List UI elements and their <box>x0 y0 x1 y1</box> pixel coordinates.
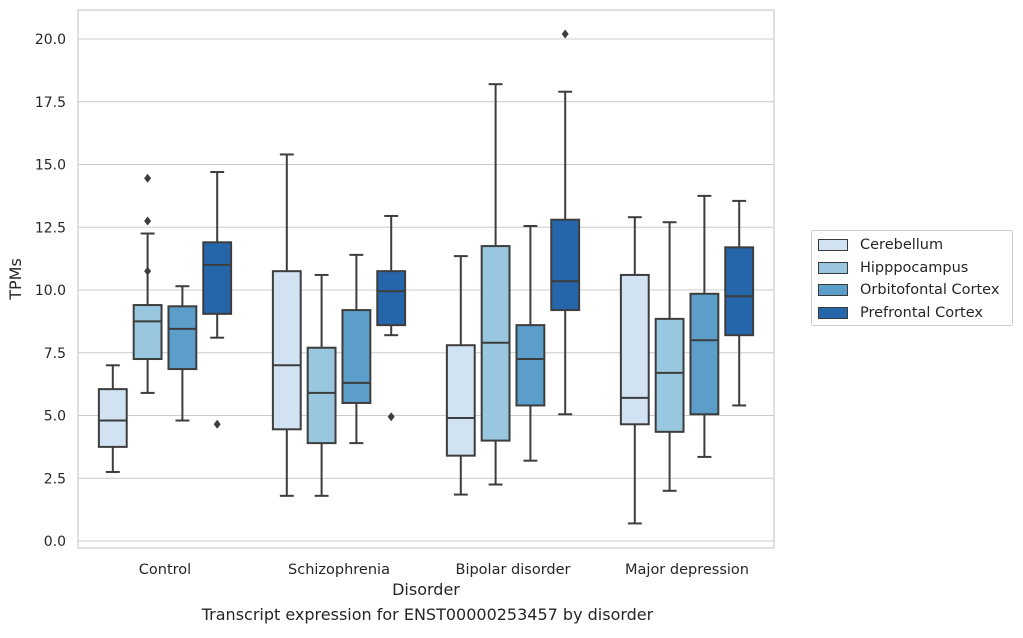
box-prefrontal-cortex <box>550 29 581 416</box>
legend-item: Prefrontal Cortex <box>818 303 983 323</box>
y-tick-label: 15.0 <box>35 158 66 174</box>
x-tick-label: Control <box>139 562 191 578</box>
box-orbitofontal-cortex <box>515 224 546 462</box>
y-tick-label: 2.5 <box>44 471 66 487</box>
iqr-box <box>132 304 163 361</box>
iqr-box <box>97 388 128 448</box>
y-tick-label: 7.5 <box>44 346 66 362</box>
legend-label: Hipppocampus <box>860 259 969 276</box>
legend-item: Cerebellum <box>818 235 943 255</box>
chart-caption: Transcript expression for ENST0000025345… <box>201 605 654 624</box>
y-tick-label: 10.0 <box>35 283 66 299</box>
iqr-box <box>550 218 581 312</box>
legend-swatch <box>818 261 848 274</box>
box-cerebellum <box>271 153 302 497</box>
y-axis-label: TPMs <box>6 258 25 301</box>
iqr-box <box>445 344 476 457</box>
iqr-box <box>724 246 755 337</box>
box-cerebellum <box>619 216 650 525</box>
box-hipppocampus <box>480 83 511 486</box>
box-orbitofontal-cortex <box>341 253 372 445</box>
iqr-box <box>689 292 720 416</box>
box-orbitofontal-cortex <box>167 285 198 422</box>
box-hipppocampus <box>654 221 685 492</box>
outlier-marker <box>144 173 152 183</box>
box-cerebellum <box>445 255 476 496</box>
iqr-box <box>271 270 302 431</box>
outlier-marker <box>387 412 395 422</box>
plot-frame <box>77 9 775 549</box>
iqr-box <box>167 305 198 371</box>
y-tick-label: 5.0 <box>44 409 66 425</box>
box-prefrontal-cortex <box>724 199 755 407</box>
outlier-marker <box>144 216 152 226</box>
outlier-marker <box>213 419 221 429</box>
iqr-box <box>202 241 233 315</box>
box-orbitofontal-cortex <box>689 194 720 458</box>
box-hipppocampus <box>132 173 163 394</box>
legend-swatch <box>818 239 848 251</box>
x-axis-label: Disorder <box>392 580 460 599</box>
x-tick-label: Bipolar disorder <box>456 562 571 578</box>
legend-item: Orbitofontal Cortex <box>818 280 999 300</box>
x-tick-label: Schizophrenia <box>288 562 390 578</box>
box-prefrontal-cortex <box>202 171 233 429</box>
iqr-box <box>515 324 546 407</box>
legend-swatch <box>818 284 848 296</box>
y-tick-label: 0.0 <box>44 534 66 550</box>
legend-swatch <box>818 306 848 319</box>
legend-label: Cerebellum <box>860 237 944 253</box>
x-tick-label: Major depression <box>625 562 749 578</box>
iqr-box <box>654 317 685 433</box>
legend: Cerebellum Hipppocampus Orbitofontal Corte… <box>811 230 1013 326</box>
iqr-box <box>306 346 337 445</box>
iqr-box <box>619 273 650 426</box>
legend-label: Orbitofontal Cortex <box>860 282 1000 298</box>
outlier-marker <box>561 29 569 39</box>
y-tick-label: 17.5 <box>35 95 66 111</box>
box-hipppocampus <box>306 273 337 497</box>
legend-item: Hipppocampus <box>818 258 968 278</box>
y-tick-label: 20.0 <box>35 32 66 48</box>
box-cerebellum <box>97 364 128 473</box>
outlier-marker <box>144 266 152 276</box>
iqr-box <box>376 270 407 327</box>
box-prefrontal-cortex <box>376 214 407 422</box>
y-tick-label: 12.5 <box>35 220 66 236</box>
iqr-box <box>341 309 372 404</box>
legend-label: Prefrontal Cortex <box>860 304 983 321</box>
